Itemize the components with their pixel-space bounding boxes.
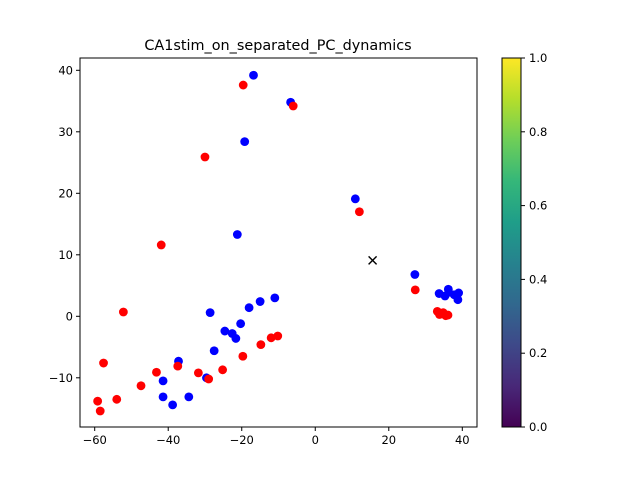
data-point [240, 137, 250, 147]
data-point [410, 270, 420, 279]
data-point [255, 297, 265, 306]
x-tick-label: 40 [455, 433, 470, 447]
data-point [256, 340, 266, 349]
data-point [152, 367, 161, 377]
colorbar-tick-label: 0.4 [529, 272, 547, 286]
data-point [99, 358, 108, 368]
data-point [205, 308, 215, 318]
data-point [238, 351, 248, 361]
colorbar: 0.0 0.2 0.4 0.6 0.8 1.0 [501, 51, 547, 434]
y-tick-label: 0 [66, 309, 73, 323]
data-point [168, 400, 178, 410]
y-tick-label: 40 [58, 63, 73, 77]
data-point [410, 285, 420, 295]
colorbar-tick-label: 0.8 [529, 125, 547, 139]
data-point [249, 70, 258, 80]
data-point [184, 392, 194, 402]
x-tick-label: −40 [156, 433, 180, 447]
data-point [93, 396, 103, 406]
data-point [443, 310, 453, 320]
x-tick-label: −20 [230, 433, 254, 447]
x-tick-label: 0 [312, 433, 319, 447]
data-point [218, 365, 228, 375]
data-point [444, 287, 454, 297]
y-tick-label: 30 [58, 125, 73, 139]
data-point [231, 334, 241, 343]
data-point [204, 374, 214, 384]
data-point [270, 293, 280, 303]
data-point [238, 80, 248, 90]
colorbar-tick-label: 1.0 [529, 51, 547, 65]
data-point [209, 346, 219, 356]
data-point [244, 303, 254, 313]
data-point [95, 406, 105, 416]
data-point [454, 288, 464, 298]
x-tick-label: 20 [381, 433, 396, 447]
colorbar-tick-label: 0.6 [529, 199, 547, 213]
data-point [220, 326, 230, 336]
y-tick-label: −10 [49, 371, 73, 385]
data-point [236, 319, 246, 329]
data-point [173, 361, 183, 371]
data-point [156, 240, 166, 250]
data-point [136, 381, 146, 391]
data-point [118, 307, 128, 317]
chart-title: CA1stim_on_separated_PC_dynamics [144, 38, 411, 54]
plot-area: −60 −40 −20 0 20 40 −10 0 10 20 30 40 [49, 57, 478, 447]
data-point [158, 376, 168, 386]
data-point [232, 230, 242, 239]
data-point [200, 152, 210, 162]
data-point [354, 207, 364, 217]
plot-frame [79, 57, 478, 428]
x-tick-label: −60 [83, 433, 107, 447]
data-point [112, 394, 122, 404]
cross-stroke [368, 255, 378, 265]
data-point [158, 392, 168, 402]
colorbar-tick-label: 0.0 [529, 420, 547, 434]
data-point [266, 333, 276, 343]
data-point [273, 331, 283, 341]
y-tick-label: 10 [58, 248, 73, 262]
data-point [453, 295, 463, 305]
colorbar-gradient [501, 57, 522, 428]
y-tick-label: 20 [58, 186, 73, 200]
cross-marker [368, 255, 378, 265]
colorbar-tick-label: 0.2 [529, 346, 547, 360]
data-point [288, 101, 298, 111]
data-point [350, 194, 360, 204]
data-point [193, 368, 203, 378]
